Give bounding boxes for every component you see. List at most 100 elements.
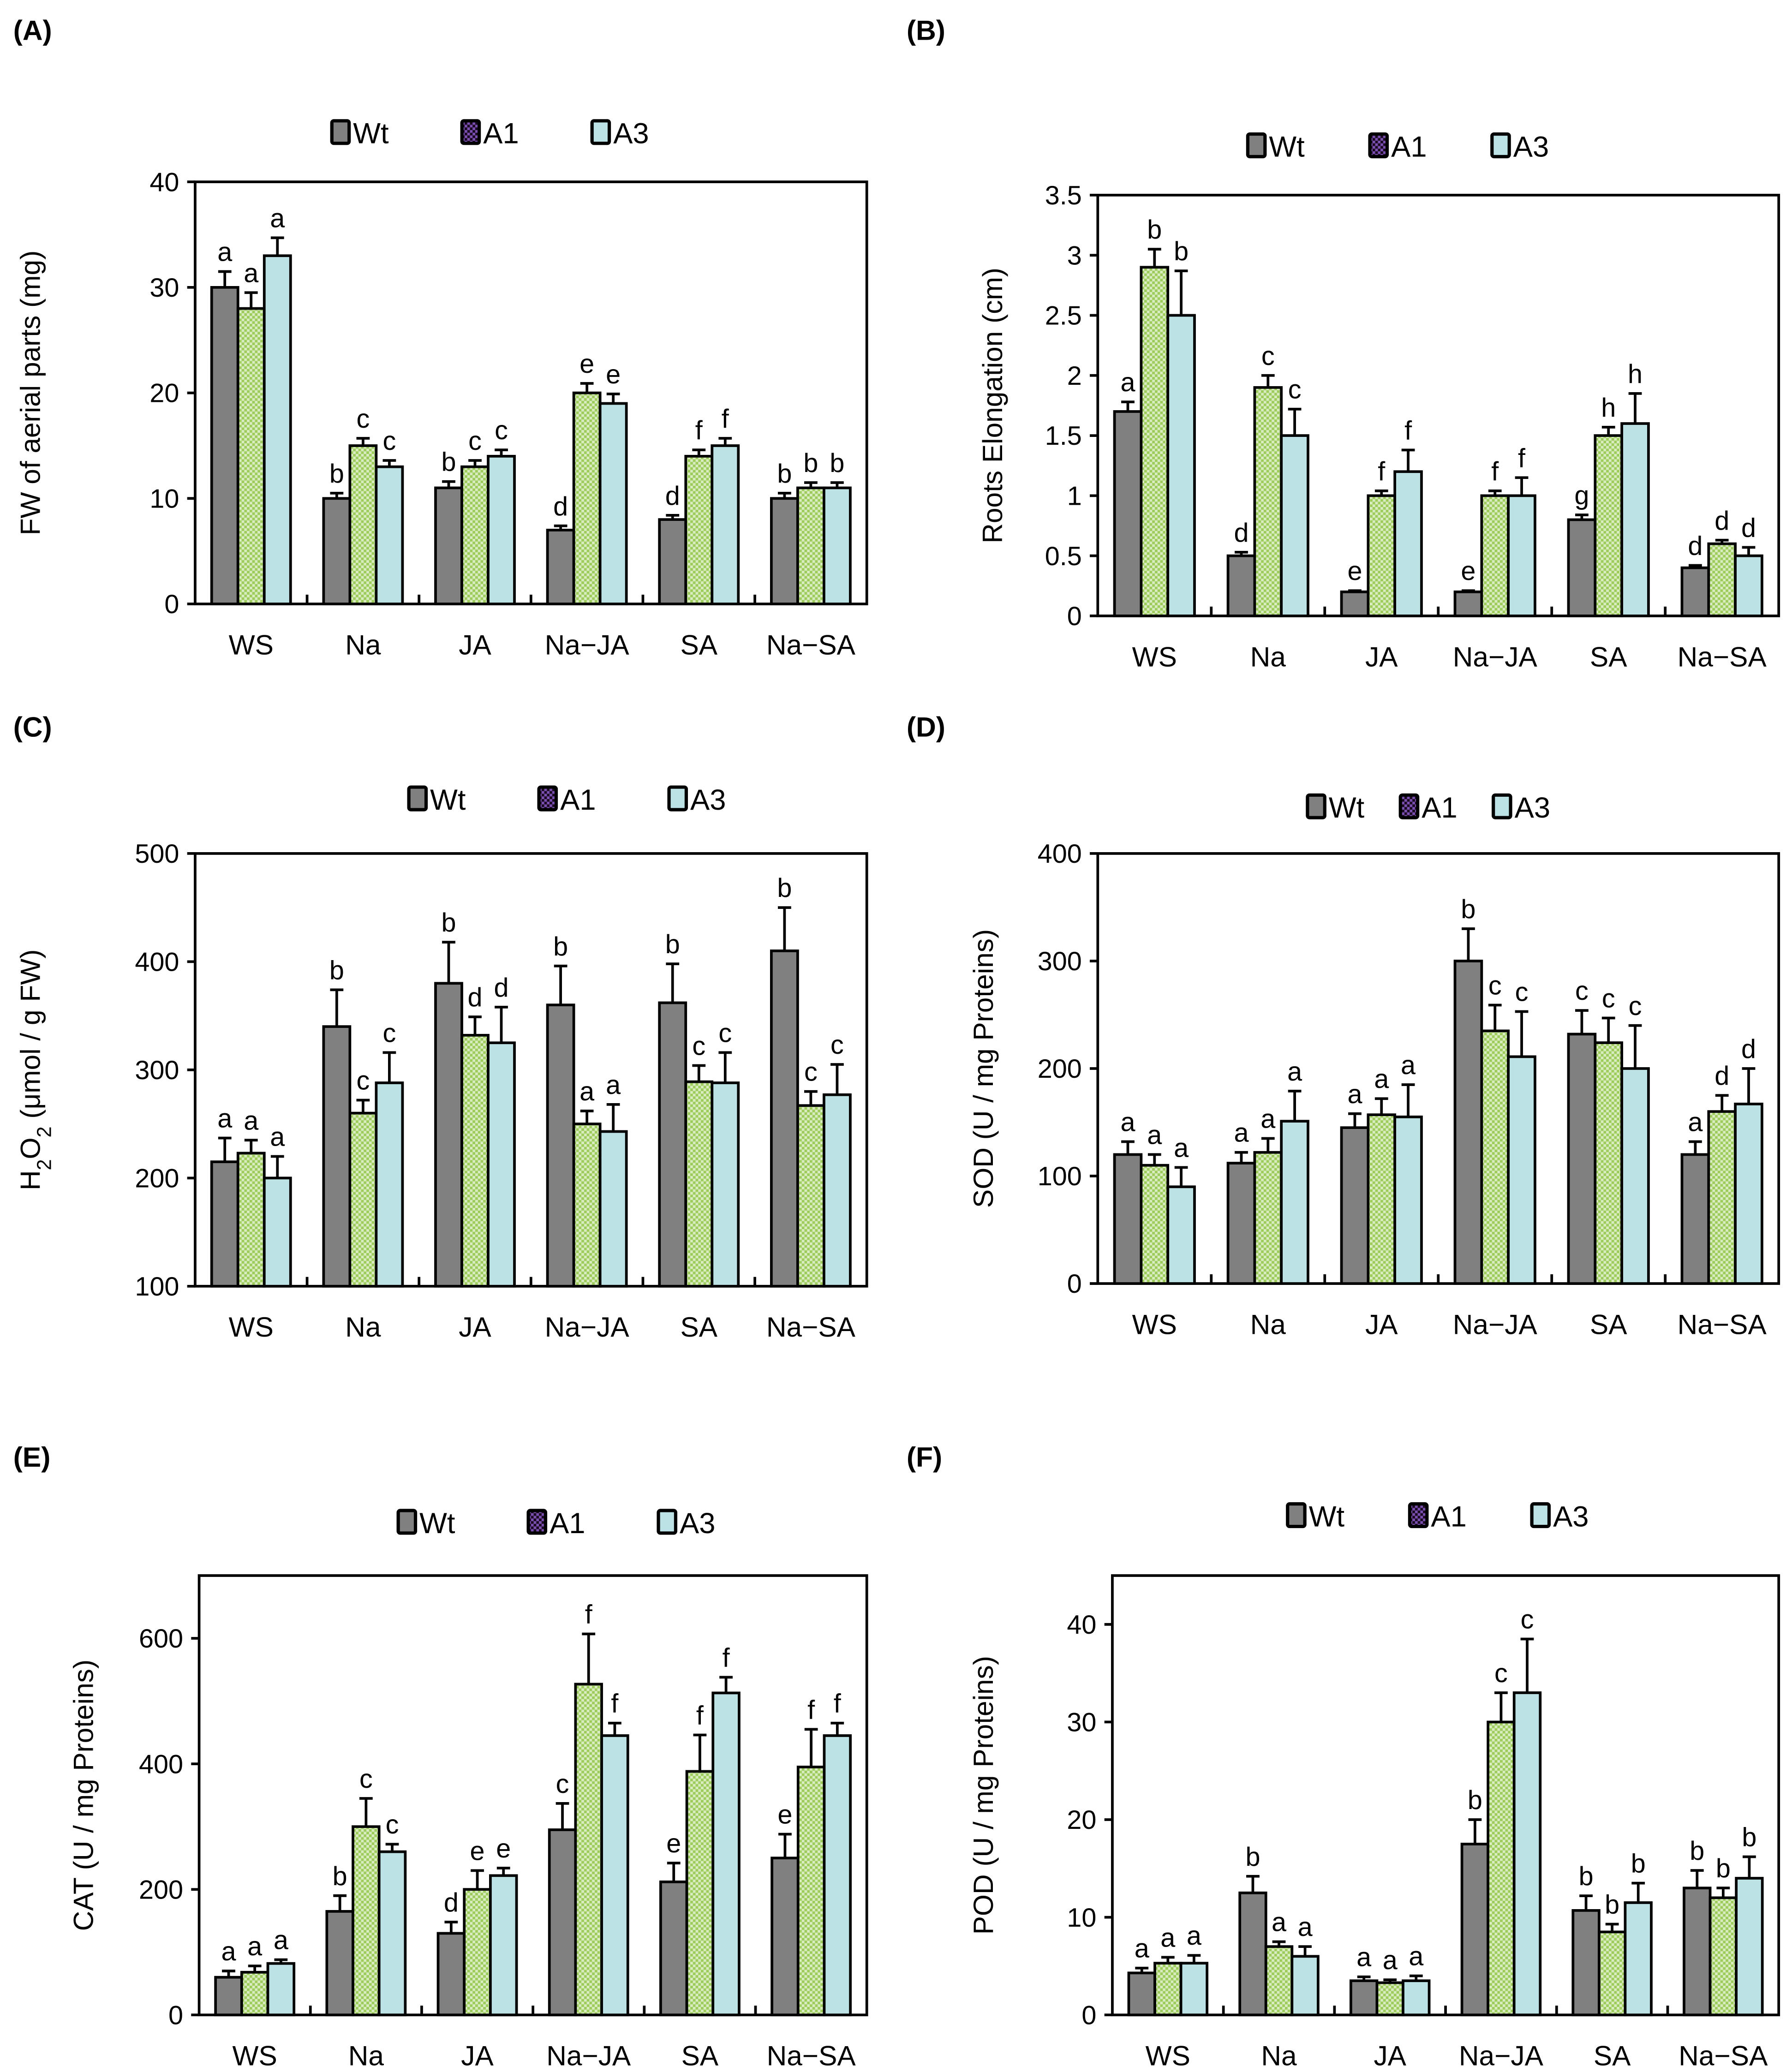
bar-A3 [1507,1055,1536,1285]
significance-letter: f [695,416,703,445]
x-tick-label: Na−JA [1453,1308,1538,1340]
legend-swatch-A1 [1408,1502,1429,1529]
legend: Wt A1 A3 [1306,792,1550,824]
legend-label: A1 [1391,131,1427,163]
significance-letter: e [1347,556,1362,586]
bar-Wt [1683,1887,1712,2017]
y-tick-label: 200 [139,1875,183,1905]
legend: Wt A1 A3 [407,784,726,816]
bar-group-1: d cc [1226,341,1309,617]
significance-letter: h [1628,359,1643,389]
significance-letter: d [468,983,483,1012]
plot-frame [1111,1574,1780,2017]
bar-Wt [1680,566,1710,617]
x-tick-label: Na−SA [1679,2040,1768,2072]
legend-swatch-Wt [407,785,428,812]
legend: Wt A1 A3 [1286,1501,1589,1533]
bar-A3 [711,1691,741,2017]
significance-letter: a [1234,1118,1248,1148]
bar-Wt [659,1881,688,2017]
significance-letter: a [1187,1921,1201,1951]
x-tick-label: SA [680,1311,717,1343]
bar-group-5: dd d [1680,506,1763,617]
bar-Wt [434,982,463,1288]
significance-letter: a [1120,1107,1135,1137]
bar-group-2: bc c [434,416,516,605]
bar-A3 [598,402,628,605]
plot-frame [194,852,868,1288]
bar-A1 [348,1111,378,1288]
legend-swatch-Wt [396,1509,418,1535]
y-tick-label: 400 [1038,839,1082,869]
bar-A1 [463,1888,492,2017]
y-tick-label: 10 [1067,1903,1096,1933]
bar-A1 [1253,386,1283,617]
x-tick-label: WS [1132,1308,1177,1340]
x-tick-label: Na−SA [766,629,856,660]
legend-swatch-A3 [590,119,611,145]
bar-A1 [240,1970,269,2017]
significance-letter: a [1260,1104,1275,1134]
bar-A3 [263,1176,292,1288]
bar-group-2: b d d [434,908,516,1288]
bar-A1 [684,1080,714,1288]
significance-letter: f [834,1689,842,1719]
significance-letter: b [1147,215,1162,245]
bar-A1 [348,444,378,605]
significance-letter: e [579,349,594,379]
significance-letter: f [611,1689,619,1719]
bar-A1 [796,1104,825,1288]
significance-letter: a [221,1937,236,1966]
significance-letter: e [1461,556,1475,586]
significance-letter: b [1631,1849,1646,1879]
significance-letter: b [1605,1890,1619,1919]
x-tick-label: JA [459,1311,491,1343]
y-tick-label: 0.5 [1045,542,1082,571]
panel-label: (C) [13,711,52,743]
significance-letter: a [1383,1946,1398,1975]
chart-panel-5: (F) Wt A1 A3 0 10 20 30 40 POD (U / mg Proteins) a… [907,1441,1780,2072]
panel-label: (B) [907,14,945,46]
bar-A1 [460,465,490,605]
bar-A1 [352,1825,381,2017]
legend: Wt A1 A3 [396,1507,715,1540]
significance-letter: c [359,1764,373,1794]
bar-A3 [1734,554,1763,617]
significance-letter: a [244,258,258,288]
y-tick-label: 1 [1067,481,1082,511]
chart-panel-3: (D) Wt A1 A3 0 100 200 300 400 SOD (U / mg Protei… [907,711,1780,1340]
bar-Wt [1113,410,1143,617]
x-tick-label: JA [1365,1308,1398,1340]
legend-swatch-A3 [1490,132,1511,159]
bar-group-3: b a a [546,932,628,1288]
bar-A1 [236,1152,266,1288]
significance-letter: c [383,426,396,456]
significance-letter: b [1245,1842,1260,1872]
legend-label: Wt [1329,792,1365,824]
bar-A1 [460,1033,490,1288]
y-tick-label: 400 [139,1750,183,1779]
significance-letter: a [1347,1080,1362,1109]
bar-Wt [436,1932,466,2017]
bar-group-0: a bb [1113,215,1196,617]
x-tick-label: WS [1146,2040,1190,2072]
significance-letter: a [1287,1057,1302,1087]
bar-Wt [548,1828,577,2017]
bar-Wt [1349,1979,1379,2017]
bar-Wt [546,529,575,605]
legend-label: Wt [1309,1501,1345,1533]
plot-frame [194,180,868,605]
significance-letter: d [1688,531,1702,561]
bar-A3 [1512,1691,1542,2017]
bar-A1 [1594,434,1624,617]
bar-A3 [598,1130,628,1288]
bar-A3 [1393,470,1423,617]
bar-Wt [770,497,799,605]
y-tick-label: 600 [139,1624,183,1654]
significance-letter: c [1629,991,1642,1021]
bar-Wt [1127,1971,1156,2017]
bar-A1 [685,1770,715,2017]
bar-Wt [434,486,463,605]
bar-Wt [1340,590,1370,617]
